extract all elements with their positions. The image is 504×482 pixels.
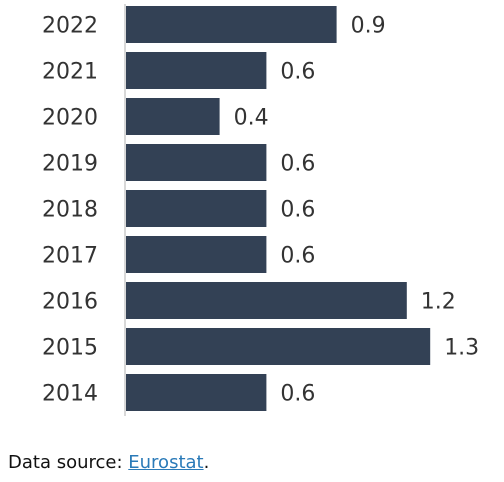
data-label-2019: 0.6: [280, 152, 315, 177]
bar-2019: [126, 144, 267, 181]
bar-2022: [126, 6, 337, 43]
data-source-suffix: .: [203, 452, 210, 473]
data-source-note: Data source: Eurostat.: [8, 452, 209, 473]
data-label-2015: 1.3: [444, 336, 479, 361]
bar-2016: [126, 282, 407, 319]
y-tick-label-2018: 2018: [42, 198, 98, 223]
bar-2021: [126, 52, 267, 89]
eurostat-link[interactable]: Eurostat: [128, 452, 204, 473]
data-label-2014: 0.6: [280, 382, 315, 407]
data-label-2021: 0.6: [280, 60, 315, 85]
y-tick-label-2014: 2014: [42, 382, 98, 407]
y-tick-label-2017: 2017: [42, 244, 98, 269]
bar-2014: [126, 374, 267, 411]
data-label-2020: 0.4: [234, 106, 269, 131]
y-tick-label-2016: 2016: [42, 290, 98, 315]
data-label-2022: 0.9: [351, 14, 386, 39]
y-tick-label-2022: 2022: [42, 14, 98, 39]
data-label-2017: 0.6: [280, 244, 315, 269]
bar-2018: [126, 190, 267, 227]
data-label-2016: 1.2: [421, 290, 456, 315]
y-tick-label-2015: 2015: [42, 336, 98, 361]
data-label-2018: 0.6: [280, 198, 315, 223]
data-source-prefix: Data source:: [8, 452, 129, 473]
y-tick-label-2020: 2020: [42, 106, 98, 131]
bar-2017: [126, 236, 267, 273]
bar-2020: [126, 98, 220, 135]
y-tick-label-2021: 2021: [42, 60, 98, 85]
y-tick-label-2019: 2019: [42, 152, 98, 177]
bar-2015: [126, 328, 431, 365]
bar-chart: 2022 0.9 2021 0.6 2020 0.4 2019 0.6 2018 0.6 2017 0…: [42, 4, 479, 416]
